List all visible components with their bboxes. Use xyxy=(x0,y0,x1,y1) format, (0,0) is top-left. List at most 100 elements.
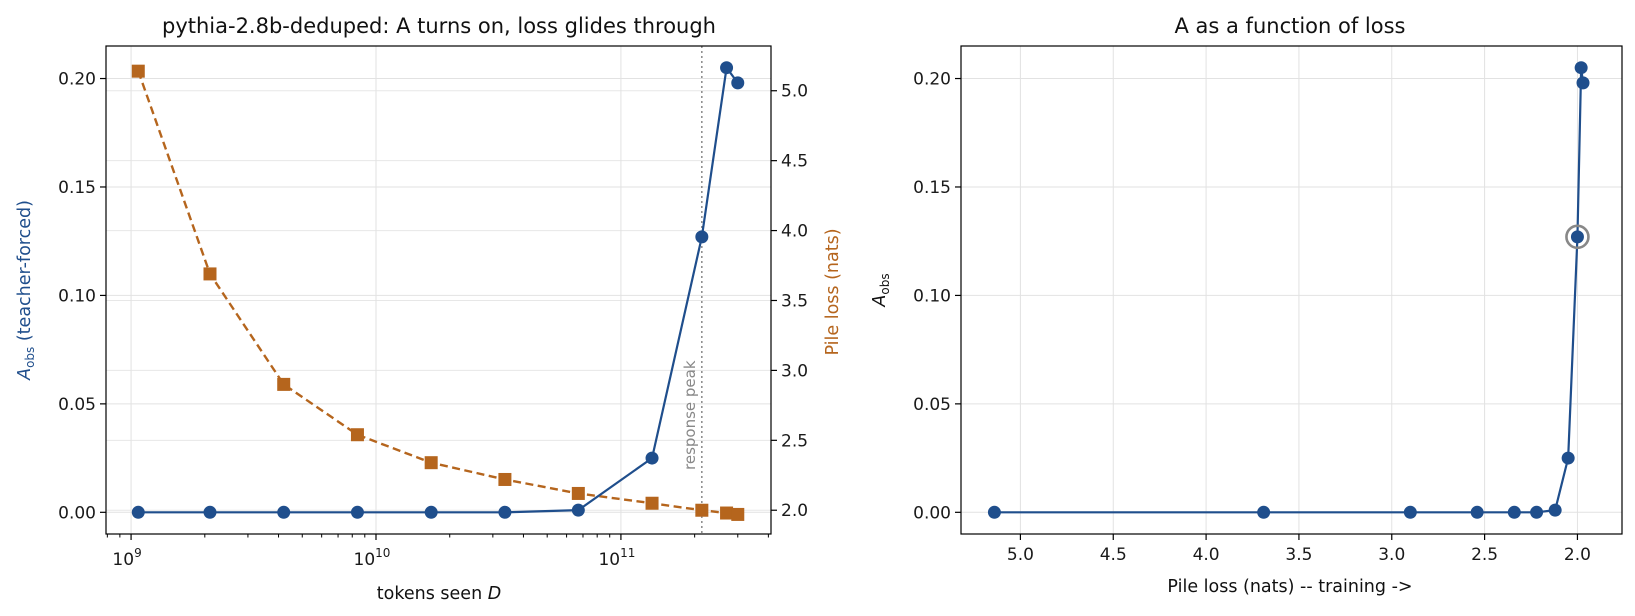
x-tick-base-2: 10 xyxy=(598,550,620,570)
pile-loss-point-10 xyxy=(731,507,745,521)
x-label-prefix: tokens seen xyxy=(377,584,488,604)
a-vs-loss-point-2 xyxy=(1403,505,1417,519)
x-label-var: D xyxy=(488,584,501,604)
a-obs-point-8 xyxy=(695,230,709,244)
y-label-sub: obs xyxy=(23,347,37,368)
a-vs-loss-point-7 xyxy=(1561,451,1575,465)
right-x-tick-label-5: 2.5 xyxy=(1471,545,1498,565)
y-right-tick-label-2: 3.0 xyxy=(781,361,808,381)
x-tick-exp-2: 11 xyxy=(620,546,635,560)
left-x-axis-label: tokens seen D xyxy=(377,584,501,604)
y-right-tick-label-6: 5.0 xyxy=(781,82,808,102)
y2-label-main: A xyxy=(870,295,890,308)
a-vs-loss-point-10 xyxy=(1576,76,1590,90)
y-right-tick-label-3: 3.5 xyxy=(781,291,808,311)
right-chart-y-tick-label-1: 0.05 xyxy=(913,395,951,415)
a-vs-loss-point-4 xyxy=(1507,505,1521,519)
x-tick-exp-0: 9 xyxy=(134,546,142,560)
x-tick-base-0: 10 xyxy=(112,550,134,570)
x-tick-label-1: 1010 xyxy=(354,546,391,570)
pile-loss-line xyxy=(137,70,738,516)
a-obs-point-6 xyxy=(571,503,585,517)
a-obs-point-9 xyxy=(720,61,734,75)
y-right-tick-label-5: 4.5 xyxy=(781,152,808,172)
a-obs-point-2 xyxy=(277,505,291,519)
y-left-tick-label-4: 0.20 xyxy=(58,70,96,90)
right-x-ticks: 5.0 4.5 4.0 3.5 3.0 2.5 2.0 xyxy=(1007,534,1591,565)
response-peak-highlight-ring xyxy=(1565,224,1590,250)
left-plot-frame xyxy=(105,45,772,535)
y-label-rest: (teacher-forced) xyxy=(15,200,35,347)
right-x-tick-label-1: 4.5 xyxy=(1100,545,1127,565)
right-chart-y-ticks: 0.00 0.05 0.10 0.15 0.20 xyxy=(913,70,961,523)
y-right-tick-label-4: 4.0 xyxy=(781,222,808,242)
a-obs-point-5 xyxy=(498,505,512,519)
pile-loss-point-1 xyxy=(203,267,217,281)
a-vs-loss-point-9 xyxy=(1574,61,1588,75)
a-obs-point-4 xyxy=(424,505,438,519)
a-vs-loss-point-5 xyxy=(1530,505,1544,519)
right-chart-y-tick-label-0: 0.00 xyxy=(913,503,951,523)
a-obs-line xyxy=(138,64,739,514)
y-left-tick-label-3: 0.15 xyxy=(58,178,96,198)
pile-loss-point-6 xyxy=(571,486,585,500)
a-obs-point-10 xyxy=(731,76,745,90)
left-chart-title: pythia-2.8b-deduped: A turns on, loss gl… xyxy=(162,14,716,38)
a-vs-loss-line xyxy=(994,67,1585,514)
y-left-tick-label-0: 0.00 xyxy=(58,503,96,523)
a-obs-point-1 xyxy=(203,505,217,519)
pile-loss-point-2 xyxy=(277,377,291,391)
right-chart: 5.0 4.5 4.0 3.5 3.0 2.5 2.0 0.000.050.100.150.… xyxy=(870,14,1623,597)
response-peak-label: response peak xyxy=(681,360,699,470)
a-vs-loss-series xyxy=(987,61,1590,519)
pile-loss-point-8 xyxy=(695,503,709,517)
y-left-tick-label-2: 0.10 xyxy=(58,286,96,306)
right-y-axis-label: Pile loss (nats) xyxy=(823,228,843,355)
left-x-ticks: 109 1010 1011 xyxy=(106,534,769,570)
x-tick-base-1: 10 xyxy=(354,550,376,570)
a-vs-loss-point-6 xyxy=(1548,503,1562,517)
a-obs-series xyxy=(131,61,745,519)
right-x-axis-label: Pile loss (nats) -- training -> xyxy=(1167,577,1412,597)
right-grid xyxy=(961,46,1622,534)
pile-loss-point-4 xyxy=(424,456,438,470)
right-chart-y-tick-label-2: 0.10 xyxy=(913,286,951,306)
left-grid xyxy=(106,46,771,534)
y-right-tick-label-1: 2.5 xyxy=(781,431,808,451)
right-y-ticks: 2.0 2.5 3.0 3.5 4.0 4.5 5.0 xyxy=(771,82,808,521)
a-vs-loss-point-1 xyxy=(1257,505,1271,519)
pile-loss-point-5 xyxy=(498,472,512,486)
right-chart-y-tick-label-3: 0.15 xyxy=(913,178,951,198)
x-tick-label-0: 109 xyxy=(112,546,141,570)
x-tick-exp-1: 10 xyxy=(375,546,390,560)
right-x-tick-label-2: 4.0 xyxy=(1193,545,1220,565)
left-y-axis-label: Aobs (teacher-forced) xyxy=(15,200,37,381)
a-obs-point-7 xyxy=(645,451,659,465)
pile-loss-point-0 xyxy=(131,64,145,78)
right-chart-y-axis-label: Aobs xyxy=(870,273,892,307)
right-x-tick-label-0: 5.0 xyxy=(1007,545,1034,565)
x-tick-label-2: 1011 xyxy=(598,546,635,570)
pile-loss-point-9 xyxy=(720,506,734,520)
right-x-tick-label-6: 2.0 xyxy=(1564,545,1591,565)
y2-label-sub: obs xyxy=(878,273,892,294)
right-x-tick-label-3: 3.5 xyxy=(1285,545,1312,565)
left-chart: response peak 109 1010 1011 0.000.050.100.… xyxy=(15,14,843,604)
right-x-tick-label-4: 3.0 xyxy=(1378,545,1405,565)
a-vs-loss-point-3 xyxy=(1470,505,1484,519)
pile-loss-point-7 xyxy=(645,496,659,510)
y-left-tick-label-1: 0.05 xyxy=(58,395,96,415)
pile-loss-series xyxy=(131,64,745,521)
pile-loss-point-3 xyxy=(350,428,364,442)
y-label-main: A xyxy=(15,368,35,381)
right-chart-y-tick-label-4: 0.20 xyxy=(913,70,951,90)
a-vs-loss-point-8 xyxy=(1570,230,1584,244)
y-right-tick-label-0: 2.0 xyxy=(781,501,808,521)
right-plot-frame xyxy=(960,45,1623,535)
a-obs-point-0 xyxy=(131,505,145,519)
a-obs-point-3 xyxy=(350,505,364,519)
a-vs-loss-point-0 xyxy=(987,505,1001,519)
right-chart-title: A as a function of loss xyxy=(1174,14,1405,38)
